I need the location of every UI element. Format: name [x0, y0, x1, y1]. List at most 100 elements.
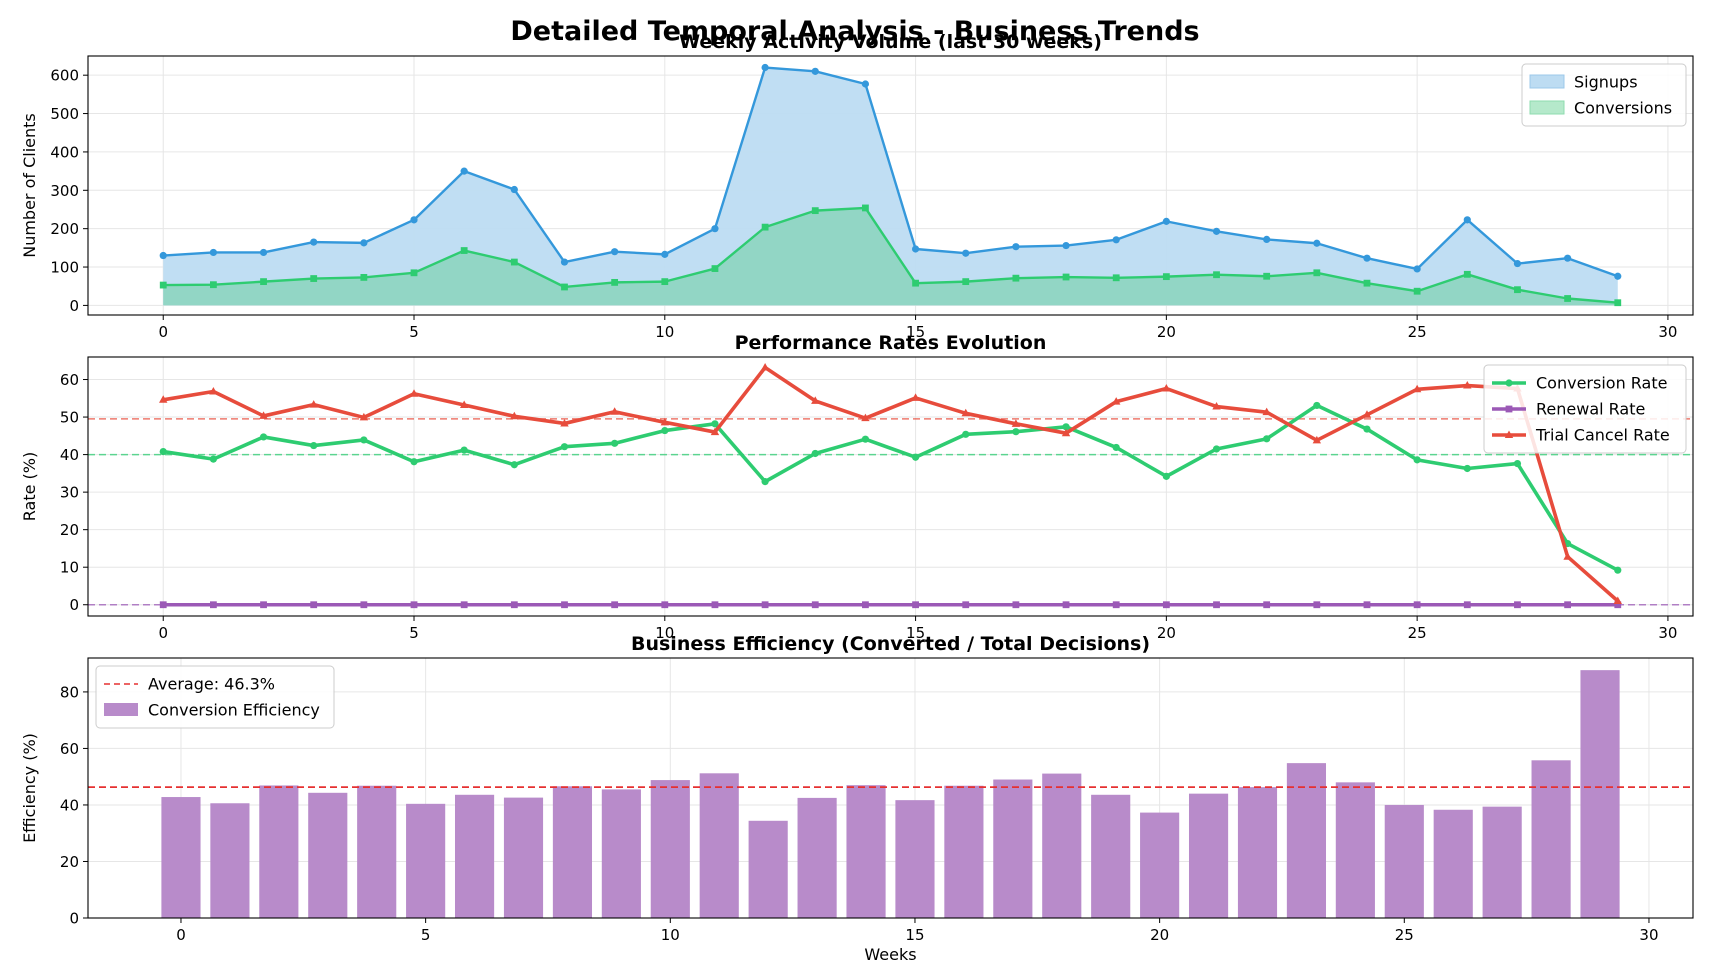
trial-cancel-rate-point: [760, 363, 770, 371]
signups-point: [209, 248, 217, 257]
trial-cancel-rate-point: [961, 408, 970, 417]
conversions-point: [1413, 287, 1421, 295]
signups-point: [1363, 254, 1371, 262]
x-axis-label: Weeks: [864, 945, 916, 960]
y-tick-label: 0: [69, 297, 79, 315]
renewal-rate-point: [510, 601, 518, 609]
conversion-rate-point: [560, 443, 569, 451]
renewal-rate-point: [1112, 601, 1120, 609]
conversion-rate-point: [159, 447, 167, 456]
efficiency-bar: [1237, 787, 1278, 918]
conversions-point: [661, 278, 669, 286]
efficiency-bar: [210, 803, 250, 918]
y-tick-label: 60: [60, 371, 79, 389]
legend-label: Renewal Rate: [1536, 400, 1645, 419]
y-tick-label: 20: [60, 521, 79, 539]
efficiency-bar: [1482, 806, 1522, 918]
y-tick-label: 80: [60, 683, 79, 701]
signups-point: [811, 67, 819, 75]
renewal-rate-point: [209, 601, 217, 609]
signups-point: [1112, 236, 1120, 244]
conversions-point: [761, 223, 769, 231]
panel-1-title: Weekly Activity Volume (last 30 weeks): [679, 31, 1102, 53]
trial-cancel-rate-point: [1613, 596, 1622, 604]
signups-point: [962, 249, 970, 257]
y-tick-label: 20: [60, 853, 79, 871]
renewal-rate-point: [761, 601, 769, 609]
signups-point: [1212, 227, 1221, 235]
efficiency-bar: [259, 785, 299, 918]
renewal-rate-point: [862, 601, 869, 609]
legend-entry: Trial Cancel Rate: [1492, 426, 1670, 445]
y-tick-label: 200: [50, 220, 79, 238]
efficiency-bar: [308, 792, 348, 918]
legend-box: [1483, 364, 1687, 454]
efficiency-bar: [1042, 773, 1082, 918]
conversions-area: [163, 207, 1618, 306]
trial-cancel-rate-point: [409, 389, 419, 397]
conversion-rate-line: [162, 403, 1619, 572]
y-tick-label: 50: [60, 409, 79, 427]
conversion-rate-point: [1012, 428, 1020, 436]
x-tick-label: 15: [905, 926, 924, 944]
trial-cancel-rate-line: [162, 365, 1619, 603]
legend-box: [95, 665, 335, 729]
conversion-rate-point: [761, 478, 769, 486]
efficiency-bar: [406, 803, 446, 918]
trial-cancel-rate-point: [1061, 428, 1071, 437]
conversions-point: [1062, 273, 1070, 281]
conversion-rate-point: [611, 439, 619, 447]
efficiency-bar: [1531, 760, 1571, 918]
trial-cancel-rate-point: [510, 411, 519, 420]
x-tick-label: 20: [1157, 624, 1176, 642]
conversion-rate-point: [911, 453, 920, 461]
x-tick-label: 0: [158, 323, 168, 341]
y-tick-label: 0: [69, 910, 79, 928]
conversions-point: [711, 265, 719, 272]
trial-cancel-rate-point: [560, 418, 569, 427]
conversion-rate-point: [1363, 425, 1371, 433]
conversions-point: [862, 204, 869, 212]
renewal-rate-point: [1213, 601, 1220, 609]
trial-cancel-rate-point: [209, 387, 218, 395]
efficiency-bar: [1091, 794, 1131, 918]
y-tick-label: 0: [69, 596, 79, 614]
efficiency-bar: [1335, 782, 1375, 918]
legend-marker: [1505, 405, 1513, 413]
conversions-point: [410, 269, 418, 277]
renewal-rate-point: [1514, 601, 1521, 609]
x-tick-label: 15: [906, 323, 925, 341]
renewal-rate-point: [310, 601, 318, 609]
renewal-rate-point: [1313, 601, 1321, 609]
conversions-point: [811, 207, 819, 215]
signups-point: [1313, 239, 1321, 247]
y-axis-label: Efficiency (%): [20, 733, 39, 843]
signups-point: [711, 225, 719, 233]
signups-area: [163, 67, 1618, 306]
signups-point: [1012, 243, 1020, 251]
efficiency-bar: [454, 794, 495, 918]
conversions-point: [962, 278, 970, 286]
conversions-point: [209, 281, 217, 289]
trial-cancel-rate-point: [710, 427, 720, 436]
y-tick-label: 60: [60, 740, 79, 758]
x-tick-label: 5: [421, 926, 431, 944]
trial-cancel-rate-point: [911, 393, 920, 401]
renewal-rate-point: [661, 601, 669, 609]
signups-point: [1564, 254, 1572, 262]
x-tick-label: 10: [655, 624, 674, 642]
legend-label: Signups: [1574, 73, 1638, 92]
trial-cancel-rate-point: [1212, 402, 1221, 410]
renewal-rate-point: [460, 601, 468, 609]
efficiency-bar: [1286, 763, 1327, 918]
renewal-rate-point: [1564, 601, 1572, 609]
x-tick-label: 20: [1150, 926, 1169, 944]
renewal-rate-point: [1162, 601, 1170, 609]
efficiency-bar: [1188, 793, 1229, 918]
renewal-rate-point: [159, 601, 167, 609]
x-tick-label: 20: [1157, 323, 1176, 341]
efficiency-bar: [895, 800, 935, 918]
efficiency-bar: [1140, 812, 1180, 918]
efficiency-bar: [552, 786, 593, 918]
